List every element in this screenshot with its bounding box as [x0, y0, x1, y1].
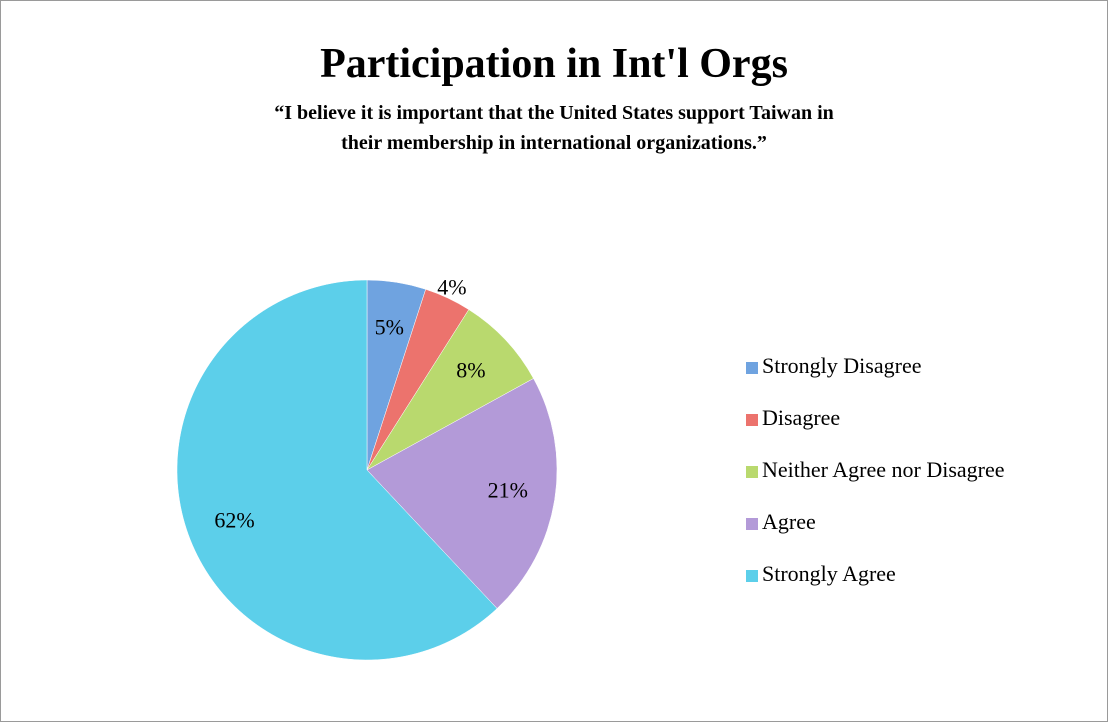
legend-swatch — [746, 518, 758, 530]
legend-label: Disagree — [762, 405, 840, 430]
chart-subtitle: “I believe it is important that the Unit… — [274, 102, 834, 154]
legend-swatch — [746, 466, 758, 478]
pie-slice — [366, 309, 534, 471]
pie-slice — [176, 279, 498, 661]
legend-swatch — [746, 414, 758, 426]
data-label: 5% — [375, 314, 404, 339]
data-label: 62% — [214, 508, 254, 533]
legend-swatch — [746, 570, 758, 582]
legend-swatch — [746, 362, 758, 374]
data-label: 4% — [437, 275, 466, 300]
legend-label: Neither Agree nor Disagree — [762, 457, 1005, 482]
legend-label: Strongly Agree — [762, 561, 896, 586]
data-label: 21% — [488, 477, 528, 502]
data-label: 8% — [456, 357, 485, 382]
chart-title: Participation in Int'l Orgs — [320, 41, 788, 87]
pie-slice — [366, 378, 558, 609]
legend-label: Agree — [762, 509, 816, 534]
legend-label: Strongly Disagree — [762, 353, 921, 378]
